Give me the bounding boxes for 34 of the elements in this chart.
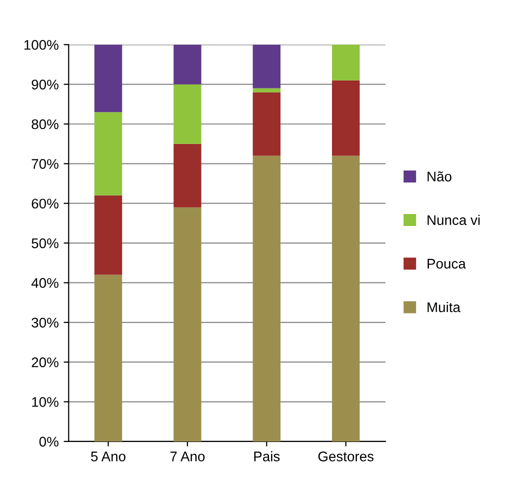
bar [174, 144, 202, 208]
bar [252, 44, 280, 88]
y-tick-label: 40% [31, 278, 58, 288]
bar [252, 156, 280, 442]
bar [174, 44, 202, 84]
y-tick-label: 100% [24, 40, 58, 50]
bar [332, 44, 360, 80]
bar [94, 112, 122, 196]
x-tick-label: Pais [254, 451, 280, 462]
bar [332, 80, 360, 156]
y-tick-label: 90% [32, 80, 58, 90]
y-tick-label: 50% [32, 238, 58, 248]
y-tick-label: 80% [32, 119, 58, 130]
legend-label: Nunca vi [428, 214, 480, 226]
y-tick-label: 60% [32, 198, 58, 209]
bar [174, 207, 202, 442]
y-tick-label: 0% [39, 436, 58, 447]
x-tick-label: 5 Ano [91, 452, 126, 462]
bar [174, 84, 202, 144]
bar [252, 92, 280, 156]
y-tick-label: 20% [32, 357, 58, 368]
bar [252, 88, 280, 92]
x-tick-label: Gestores [318, 452, 374, 462]
bar [332, 156, 360, 442]
legend-label: Muita [428, 302, 460, 312]
bar [94, 195, 122, 275]
legend-label: Pouca [428, 258, 466, 269]
y-tick-label: 70% [32, 159, 58, 169]
bar [94, 44, 122, 112]
legend-label: Não [428, 171, 452, 182]
bar [94, 274, 122, 442]
y-tick-label: 10% [32, 397, 58, 407]
x-tick-label: 7 Ano [170, 452, 205, 462]
y-tick-label: 30% [32, 318, 58, 328]
